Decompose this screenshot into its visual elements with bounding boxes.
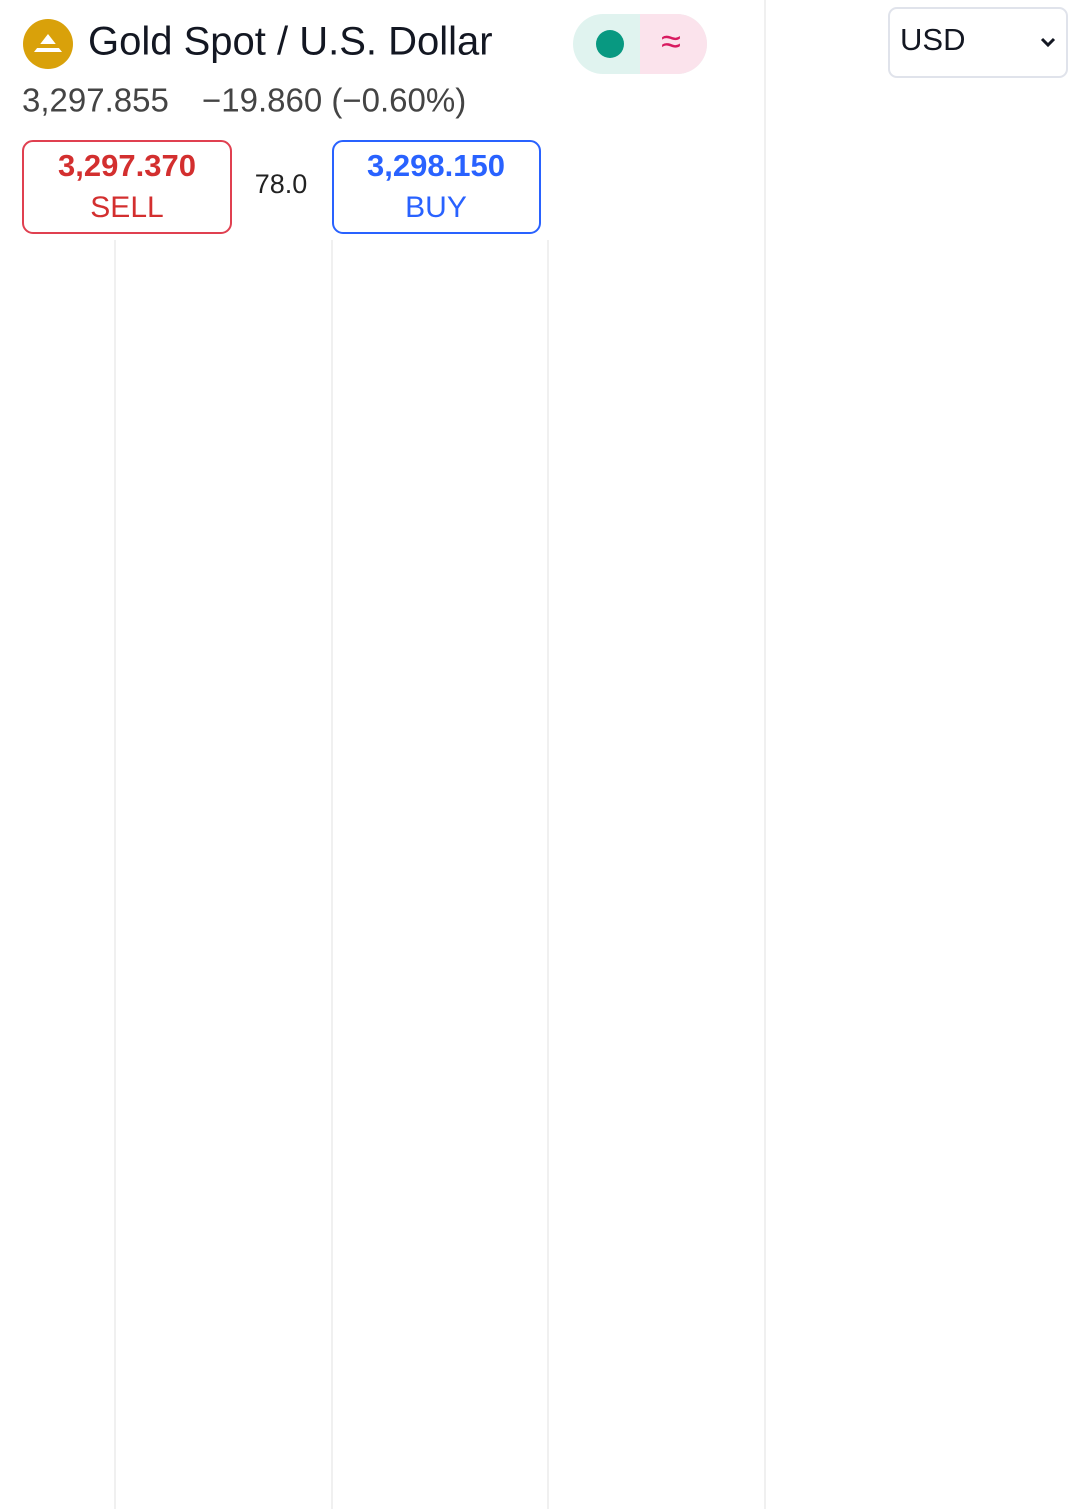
buy-label: BUY bbox=[405, 191, 467, 224]
sell-button[interactable] bbox=[22, 140, 232, 234]
sell-price: 3,297.370 bbox=[58, 148, 196, 183]
currency-dropdown[interactable] bbox=[888, 7, 1068, 78]
buy-button[interactable] bbox=[332, 140, 541, 234]
last-price: 3,297.855 bbox=[22, 82, 169, 119]
sell-label: SELL bbox=[90, 191, 163, 224]
spread: 78.0 bbox=[255, 169, 308, 199]
status-pill bbox=[640, 14, 707, 74]
chevron bbox=[1040, 37, 1056, 48]
currency: USD bbox=[900, 22, 965, 57]
title: Gold Spot / U.S. Dollar bbox=[88, 20, 493, 64]
buy-price: 3,298.150 bbox=[367, 148, 505, 183]
market-dot bbox=[596, 30, 624, 58]
delay-icon: ≈ bbox=[661, 21, 681, 62]
logo-mark bbox=[36, 44, 60, 48]
change: −19.860 (−0.60%) bbox=[202, 82, 466, 119]
